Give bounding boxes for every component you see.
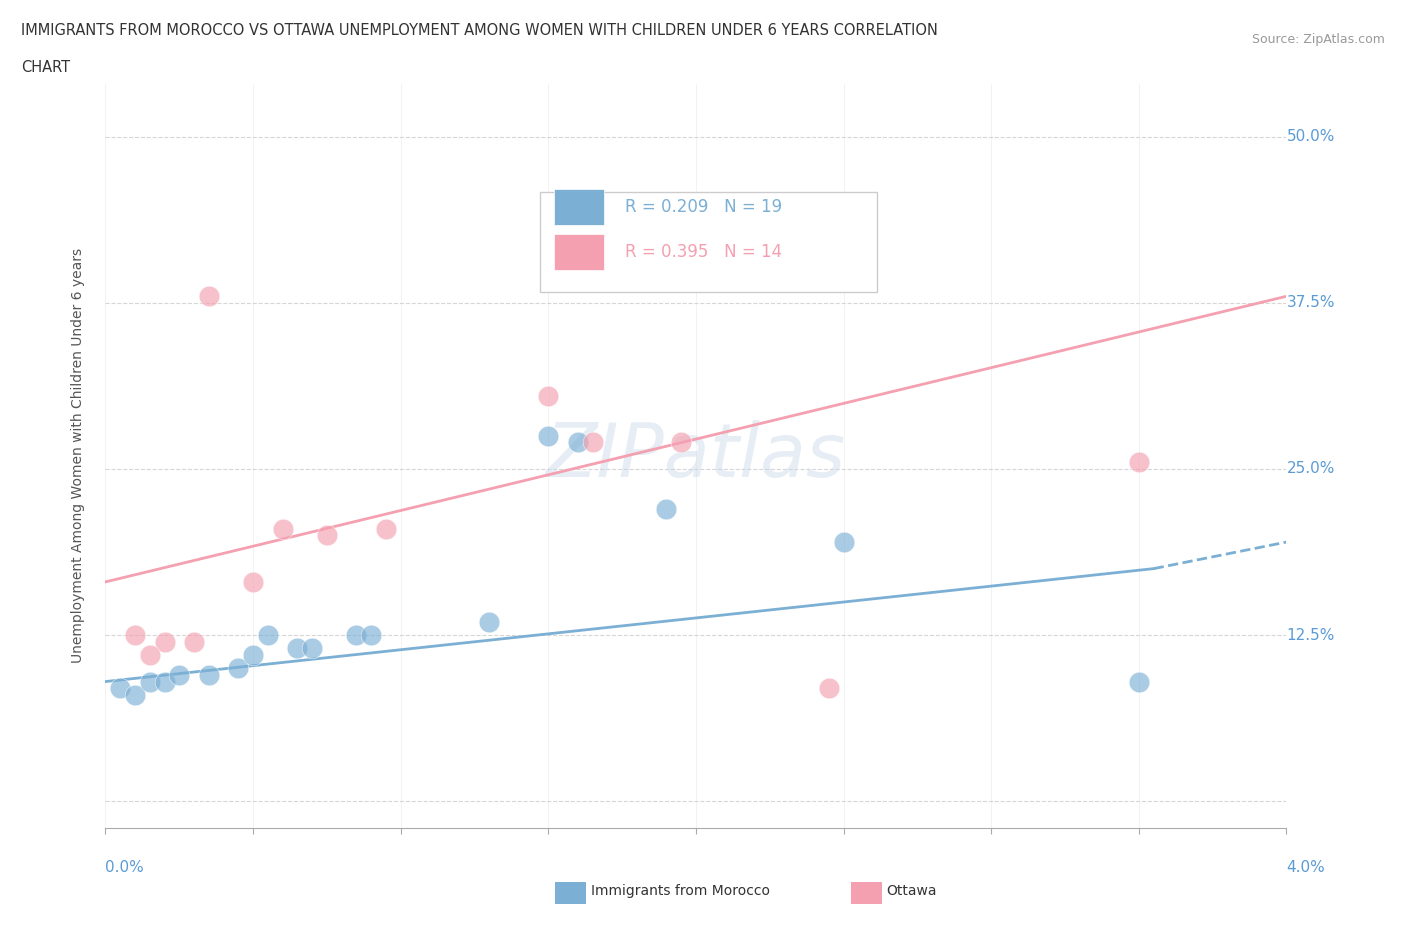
Text: R = 0.209   N = 19: R = 0.209 N = 19 (626, 198, 782, 216)
Point (832, 535, 855, 550)
Point (197, 668, 219, 683)
Point (110, 681, 132, 696)
Point (271, 522, 294, 537)
Point (478, 615, 501, 630)
Text: R = 0.395   N = 14: R = 0.395 N = 14 (626, 243, 782, 260)
Text: IMMIGRANTS FROM MOROCCO VS OTTAWA UNEMPLOYMENT AMONG WOMEN WITH CHILDREN UNDER 6: IMMIGRANTS FROM MOROCCO VS OTTAWA UNEMPL… (21, 23, 938, 38)
Point (287, 641, 309, 656)
FancyBboxPatch shape (540, 192, 877, 292)
Point (344, 628, 367, 643)
Text: CHART: CHART (21, 60, 70, 75)
Y-axis label: Unemployment Among Women with Children Under 6 years: Unemployment Among Women with Children U… (70, 248, 84, 663)
Point (153, 674, 176, 689)
Point (256, 628, 278, 643)
Point (315, 528, 337, 543)
Text: 4.0%: 4.0% (1286, 860, 1326, 875)
Point (655, 501, 678, 516)
Point (537, 429, 560, 444)
Point (301, 641, 323, 656)
Text: Ottawa: Ottawa (886, 884, 936, 898)
Text: ZIPatlas: ZIPatlas (546, 419, 846, 492)
Point (242, 575, 264, 590)
Point (537, 389, 560, 404)
Point (169, 668, 191, 683)
Point (138, 647, 160, 662)
Text: 12.5%: 12.5% (1286, 628, 1334, 643)
Point (197, 289, 219, 304)
Point (242, 647, 264, 662)
Point (818, 681, 841, 696)
Point (567, 435, 589, 450)
Point (1128, 674, 1150, 689)
Point (374, 522, 396, 537)
Point (669, 435, 692, 450)
Point (226, 661, 250, 676)
Point (1128, 455, 1150, 470)
FancyBboxPatch shape (554, 234, 603, 270)
Text: 0.0%: 0.0% (105, 860, 145, 875)
Text: Immigrants from Morocco: Immigrants from Morocco (591, 884, 769, 898)
Text: 37.5%: 37.5% (1286, 296, 1334, 311)
Point (124, 687, 146, 702)
Text: Source: ZipAtlas.com: Source: ZipAtlas.com (1251, 33, 1385, 46)
FancyBboxPatch shape (554, 190, 603, 225)
Text: 25.0%: 25.0% (1286, 461, 1334, 476)
Point (183, 634, 205, 649)
Point (153, 634, 176, 649)
Text: 50.0%: 50.0% (1286, 129, 1334, 144)
Point (138, 674, 160, 689)
Point (581, 435, 603, 450)
Point (124, 628, 146, 643)
Point (360, 628, 382, 643)
